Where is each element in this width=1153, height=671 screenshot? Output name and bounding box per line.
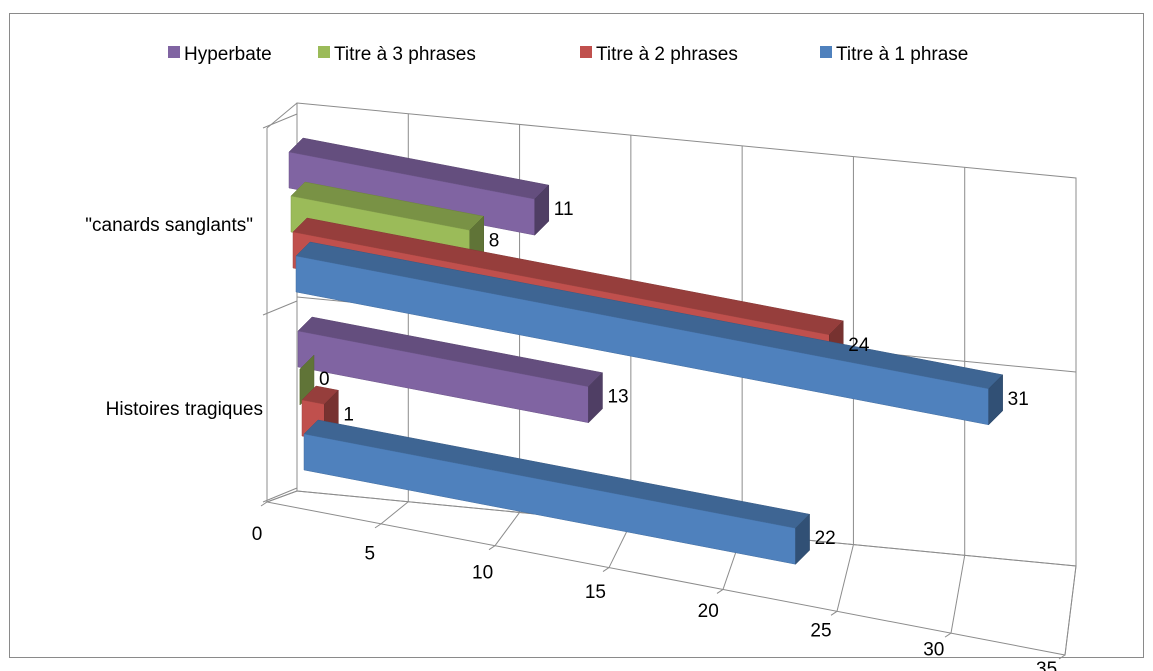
data-label: 11 xyxy=(554,199,574,220)
category-label: "canards sanglants" xyxy=(85,215,253,236)
legend-label: Titre à 1 phrase xyxy=(836,44,968,65)
category-tick xyxy=(262,300,298,316)
legend-label: Hyperbate xyxy=(184,44,272,65)
x-tick xyxy=(830,610,838,616)
legend-label: Titre à 2 phrases xyxy=(596,44,738,65)
data-label: 0 xyxy=(319,369,330,390)
data-label: 8 xyxy=(489,230,500,251)
legend-swatch xyxy=(580,46,592,58)
x-tick xyxy=(716,589,724,594)
x-tick xyxy=(260,501,268,507)
x-tick-label: 5 xyxy=(365,543,376,564)
bar-histoires-tragiques-titre-a-1-phrase xyxy=(303,419,811,565)
x-tick-label: 20 xyxy=(698,601,719,622)
category-tick xyxy=(262,113,298,129)
bar-canards-sanglants-titre-a-1-phrase xyxy=(295,241,1004,426)
x-tick xyxy=(488,545,496,551)
data-label: 13 xyxy=(607,387,628,408)
legend-item-titre-a-2-phrases: Titre à 2 phrases xyxy=(580,44,738,65)
floor-gridline xyxy=(950,555,966,634)
x-tick-label: 15 xyxy=(585,582,606,603)
floor-gridline xyxy=(836,544,854,612)
x-tick xyxy=(944,632,952,638)
floor-gridline xyxy=(266,490,298,503)
data-label: 22 xyxy=(815,528,836,549)
legend-swatch xyxy=(168,46,180,58)
x-tick xyxy=(374,523,382,529)
data-label: 1 xyxy=(343,404,354,425)
legend-swatch xyxy=(318,46,330,58)
x-tick-label: 30 xyxy=(923,640,944,661)
data-label: 31 xyxy=(1008,389,1029,410)
legend-item-titre-a-1-phrase: Titre à 1 phrase xyxy=(820,44,968,65)
legend-item-titre-a-3-phrases: Titre à 3 phrases xyxy=(318,44,476,65)
category-label: Histoires tragiques xyxy=(106,399,263,420)
legend-item-hyperbate: Hyperbate xyxy=(168,44,272,65)
floor-gridline xyxy=(494,512,520,547)
x-tick xyxy=(602,567,610,572)
data-label: 24 xyxy=(848,335,870,356)
bar-histoires-tragiques-hyperbate xyxy=(297,316,603,424)
x-tick xyxy=(1058,654,1066,660)
floor-gridline xyxy=(1064,565,1077,656)
x-tick-label: 10 xyxy=(472,563,493,584)
legend-swatch xyxy=(820,46,832,58)
category-tick xyxy=(262,487,298,503)
x-tick-label: 0 xyxy=(252,524,263,545)
legend-label: Titre à 3 phrases xyxy=(334,44,476,65)
x-tick-label: 35 xyxy=(1036,659,1057,671)
x-tick-label: 25 xyxy=(810,620,831,641)
floor-gridline xyxy=(380,501,409,525)
